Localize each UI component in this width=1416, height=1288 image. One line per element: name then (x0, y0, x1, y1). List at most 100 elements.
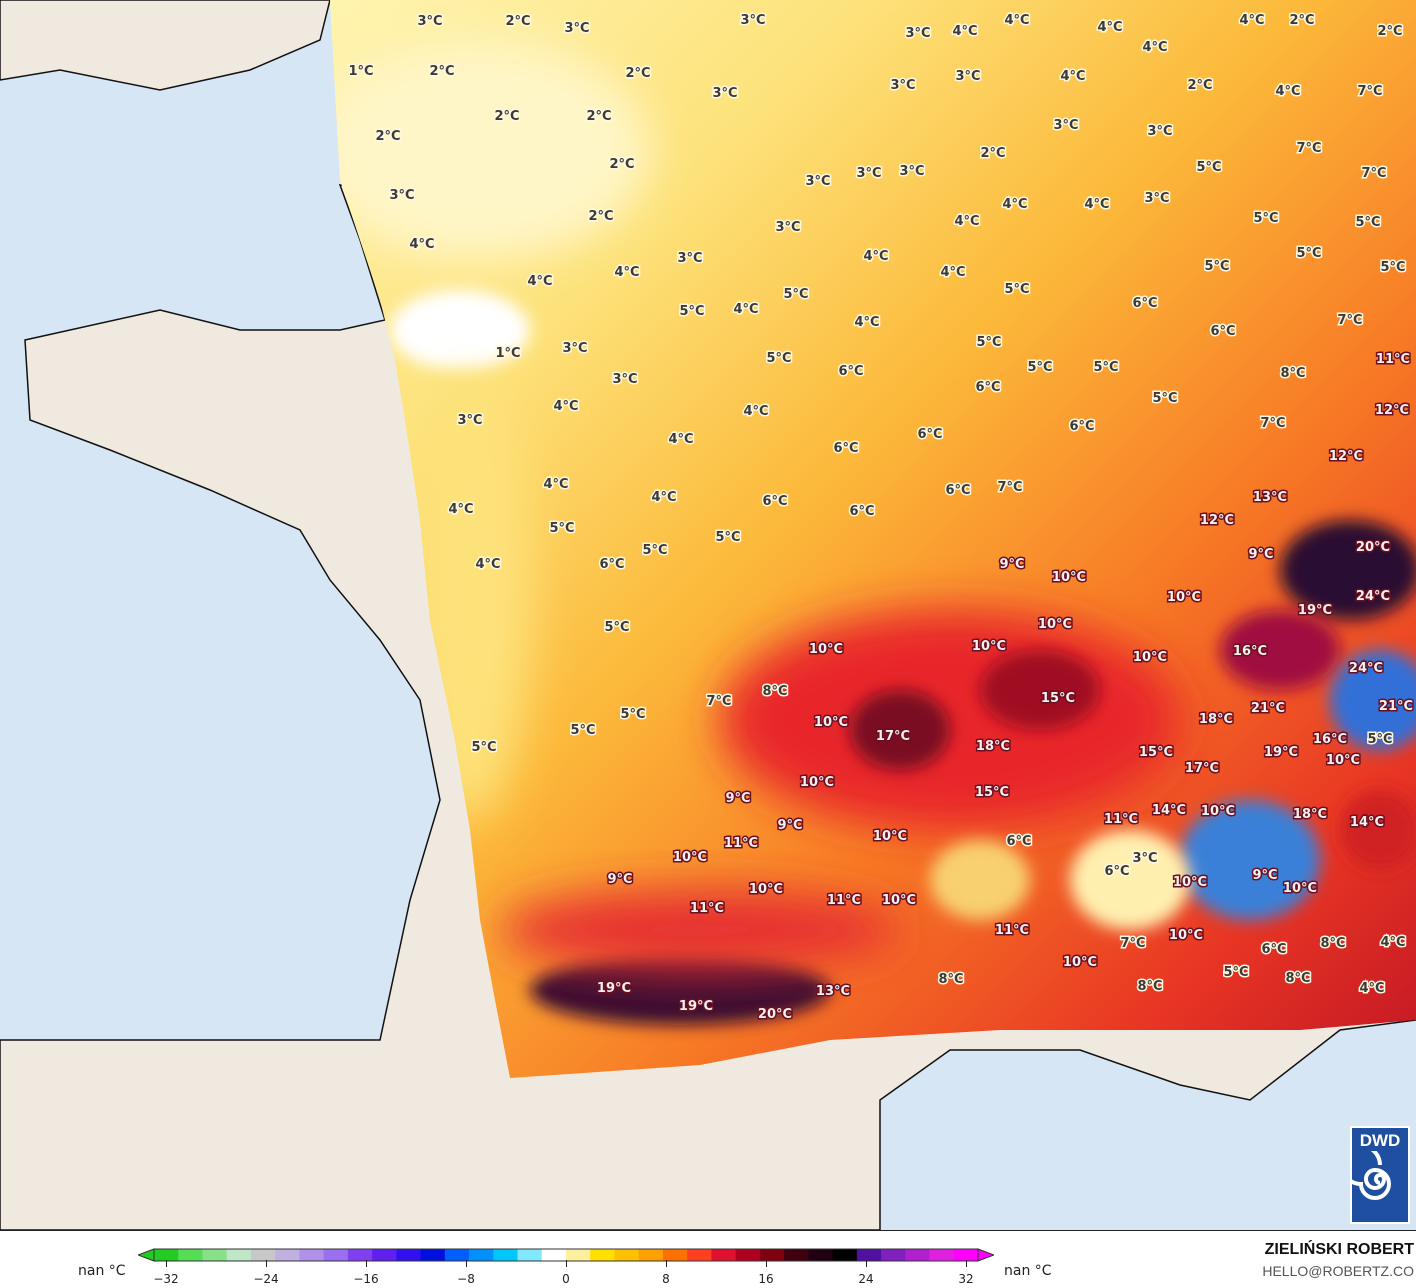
temperature-label: 10°C (972, 639, 1006, 654)
colorbar-swatch (323, 1249, 349, 1261)
temperature-label: 4°C (1239, 13, 1264, 28)
temperature-label: 5°C (715, 530, 740, 545)
temperature-label: 3°C (890, 78, 915, 93)
temperature-label: 4°C (1359, 981, 1384, 996)
colorbar-swatch (832, 1249, 858, 1261)
colorbar-swatch (905, 1249, 931, 1261)
temperature-label: 11°C (690, 901, 724, 916)
colorbar-swatch (347, 1249, 373, 1261)
temperature-label: 10°C (1038, 617, 1072, 632)
colorbar-tick-label: 16 (758, 1272, 774, 1286)
temperature-label: 5°C (1004, 282, 1029, 297)
temperature-label: 5°C (1152, 391, 1177, 406)
temperature-label: 3°C (1132, 851, 1157, 866)
temperature-label: 5°C (1355, 215, 1380, 230)
colorbar-tick (566, 1260, 567, 1267)
temperature-label: 5°C (766, 351, 791, 366)
temperature-label: 17°C (1185, 761, 1219, 776)
temperature-label: 3°C (805, 174, 830, 189)
temperature-label: 17°C (876, 729, 910, 744)
temperature-label: 14°C (1152, 803, 1186, 818)
colorbar-swatch (178, 1249, 203, 1261)
colorbar-swatch (638, 1249, 664, 1261)
temperature-label: 7°C (997, 480, 1022, 495)
land-uk (0, 0, 331, 91)
temperature-label: 4°C (543, 477, 568, 492)
temperature-label: 9°C (607, 872, 632, 887)
temperature-label: 10°C (1167, 590, 1201, 605)
temperature-label: 7°C (706, 694, 731, 709)
temperature-map: 1°C 2°C 2°C 3°C 2°C 3°C 3°C 2°C 2°C 2°C 3°C 2°C 2°C 3… (0, 0, 1416, 1230)
temperature-label: 6°C (945, 483, 970, 498)
temperature-label: 20°C (758, 1007, 792, 1022)
temperature-label: 5°C (1296, 246, 1321, 261)
temperature-label: 19°C (679, 999, 713, 1014)
temperature-label: 5°C (1204, 259, 1229, 274)
colorbar-tick-label: −32 (153, 1272, 179, 1286)
temperature-label: 7°C (1260, 416, 1285, 431)
colorbar-swatch (517, 1249, 543, 1261)
temperature-label: 10°C (814, 715, 848, 730)
temperature-label: 3°C (1147, 124, 1172, 139)
temperature-label: 5°C (604, 620, 629, 635)
colorbar-swatch (396, 1249, 422, 1261)
temperature-label: 4°C (651, 490, 676, 505)
temperature-label: 6°C (762, 494, 787, 509)
temperature-label: 4°C (954, 214, 979, 229)
temperature-label: 6°C (917, 427, 942, 442)
colorbar-swatch (299, 1249, 325, 1261)
temperature-label: 10°C (1169, 928, 1203, 943)
colorbar-swatch (420, 1249, 446, 1261)
temperature-label: 5°C (679, 304, 704, 319)
temperature-label: 8°C (1285, 971, 1310, 986)
colorbar-tick (366, 1260, 367, 1267)
temperature-label: 2°C (505, 14, 530, 29)
colorbar-swatch (493, 1249, 519, 1261)
temperature-label: 4°C (614, 265, 639, 280)
temperature-label: 5°C (471, 740, 496, 755)
temperature-label: 3°C (1053, 118, 1078, 133)
legend-bar: nan °C −32 −24 −16 −8 0 8 16 24 32 nan °C ZIELIŃ… (0, 1230, 1416, 1288)
temperature-label: 11°C (724, 836, 758, 851)
temperature-label: 16°C (1313, 732, 1347, 747)
colorbar-swatch (590, 1249, 615, 1261)
colorbar-swatch (735, 1249, 761, 1261)
colorbar-tick-label: −8 (457, 1272, 475, 1286)
temperature-label: 7°C (1337, 313, 1362, 328)
temperature-label: 3°C (1144, 191, 1169, 206)
colorbar-swatch (469, 1249, 494, 1261)
temperature-label: 2°C (586, 109, 611, 124)
temperature-label: 2°C (625, 66, 650, 81)
author-name: ZIELIŃSKI ROBERT (1264, 1241, 1414, 1258)
colorbar-swatch (687, 1249, 712, 1261)
temperature-label: 4°C (527, 274, 552, 289)
spiral-icon (1340, 1144, 1391, 1200)
temperature-label: 3°C (905, 26, 930, 41)
temperature-label: 8°C (1280, 366, 1305, 381)
colorbar-swatch (929, 1249, 955, 1261)
colorbar-max-arrow (977, 1248, 994, 1262)
legend-right-label: nan °C (1004, 1263, 1052, 1279)
colorbar-tick (166, 1260, 167, 1267)
temperature-label: 10°C (800, 775, 834, 790)
temperature-label: 9°C (1252, 868, 1277, 883)
temperature-label: 6°C (1006, 834, 1031, 849)
colorbar-swatch (953, 1249, 979, 1261)
temperature-label: 10°C (673, 850, 707, 865)
colorbar-swatch (808, 1249, 834, 1261)
temperature-label: 6°C (838, 364, 863, 379)
temperature-label: 16°C (1233, 644, 1267, 659)
temperature-label: 3°C (562, 341, 587, 356)
temperature-label: 3°C (712, 86, 737, 101)
temperature-label: 5°C (570, 723, 595, 738)
temperature-label: 4°C (940, 265, 965, 280)
temperature-label: 3°C (417, 14, 442, 29)
colorbar-min-arrow (138, 1248, 155, 1262)
temperature-label: 11°C (827, 893, 861, 908)
temperature-label: 4°C (743, 404, 768, 419)
temperature-label: 2°C (494, 109, 519, 124)
temperature-label: 8°C (1320, 936, 1345, 951)
temperature-label: 3°C (955, 69, 980, 84)
temperature-label: 5°C (783, 287, 808, 302)
temperature-label: 4°C (863, 249, 888, 264)
